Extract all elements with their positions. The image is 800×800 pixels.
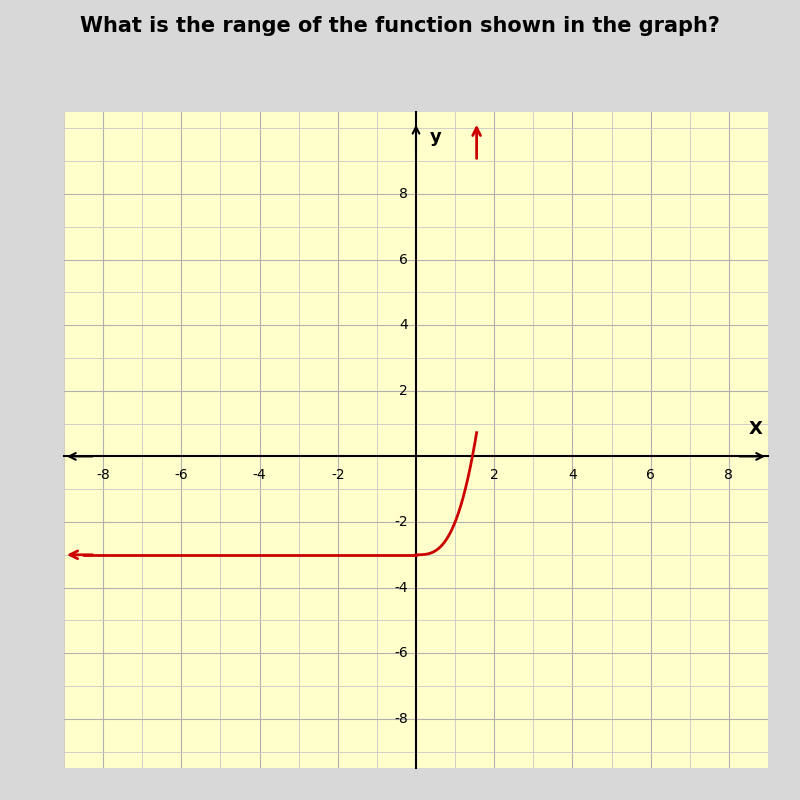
Text: X: X: [748, 420, 762, 438]
Text: What is the range of the function shown in the graph?: What is the range of the function shown …: [80, 16, 720, 36]
Text: -6: -6: [394, 646, 408, 660]
Text: -8: -8: [394, 712, 408, 726]
Text: 8: 8: [725, 468, 734, 482]
Text: 8: 8: [399, 187, 408, 201]
Text: -4: -4: [253, 468, 266, 482]
Text: -4: -4: [394, 581, 408, 594]
Text: -8: -8: [96, 468, 110, 482]
Text: -2: -2: [331, 468, 345, 482]
Text: 4: 4: [399, 318, 408, 332]
Text: -2: -2: [394, 515, 408, 529]
Text: 2: 2: [490, 468, 498, 482]
Text: 4: 4: [568, 468, 577, 482]
Text: 6: 6: [399, 253, 408, 266]
Text: y: y: [430, 128, 442, 146]
Text: -6: -6: [174, 468, 188, 482]
Text: 2: 2: [399, 384, 408, 398]
Text: 6: 6: [646, 468, 655, 482]
